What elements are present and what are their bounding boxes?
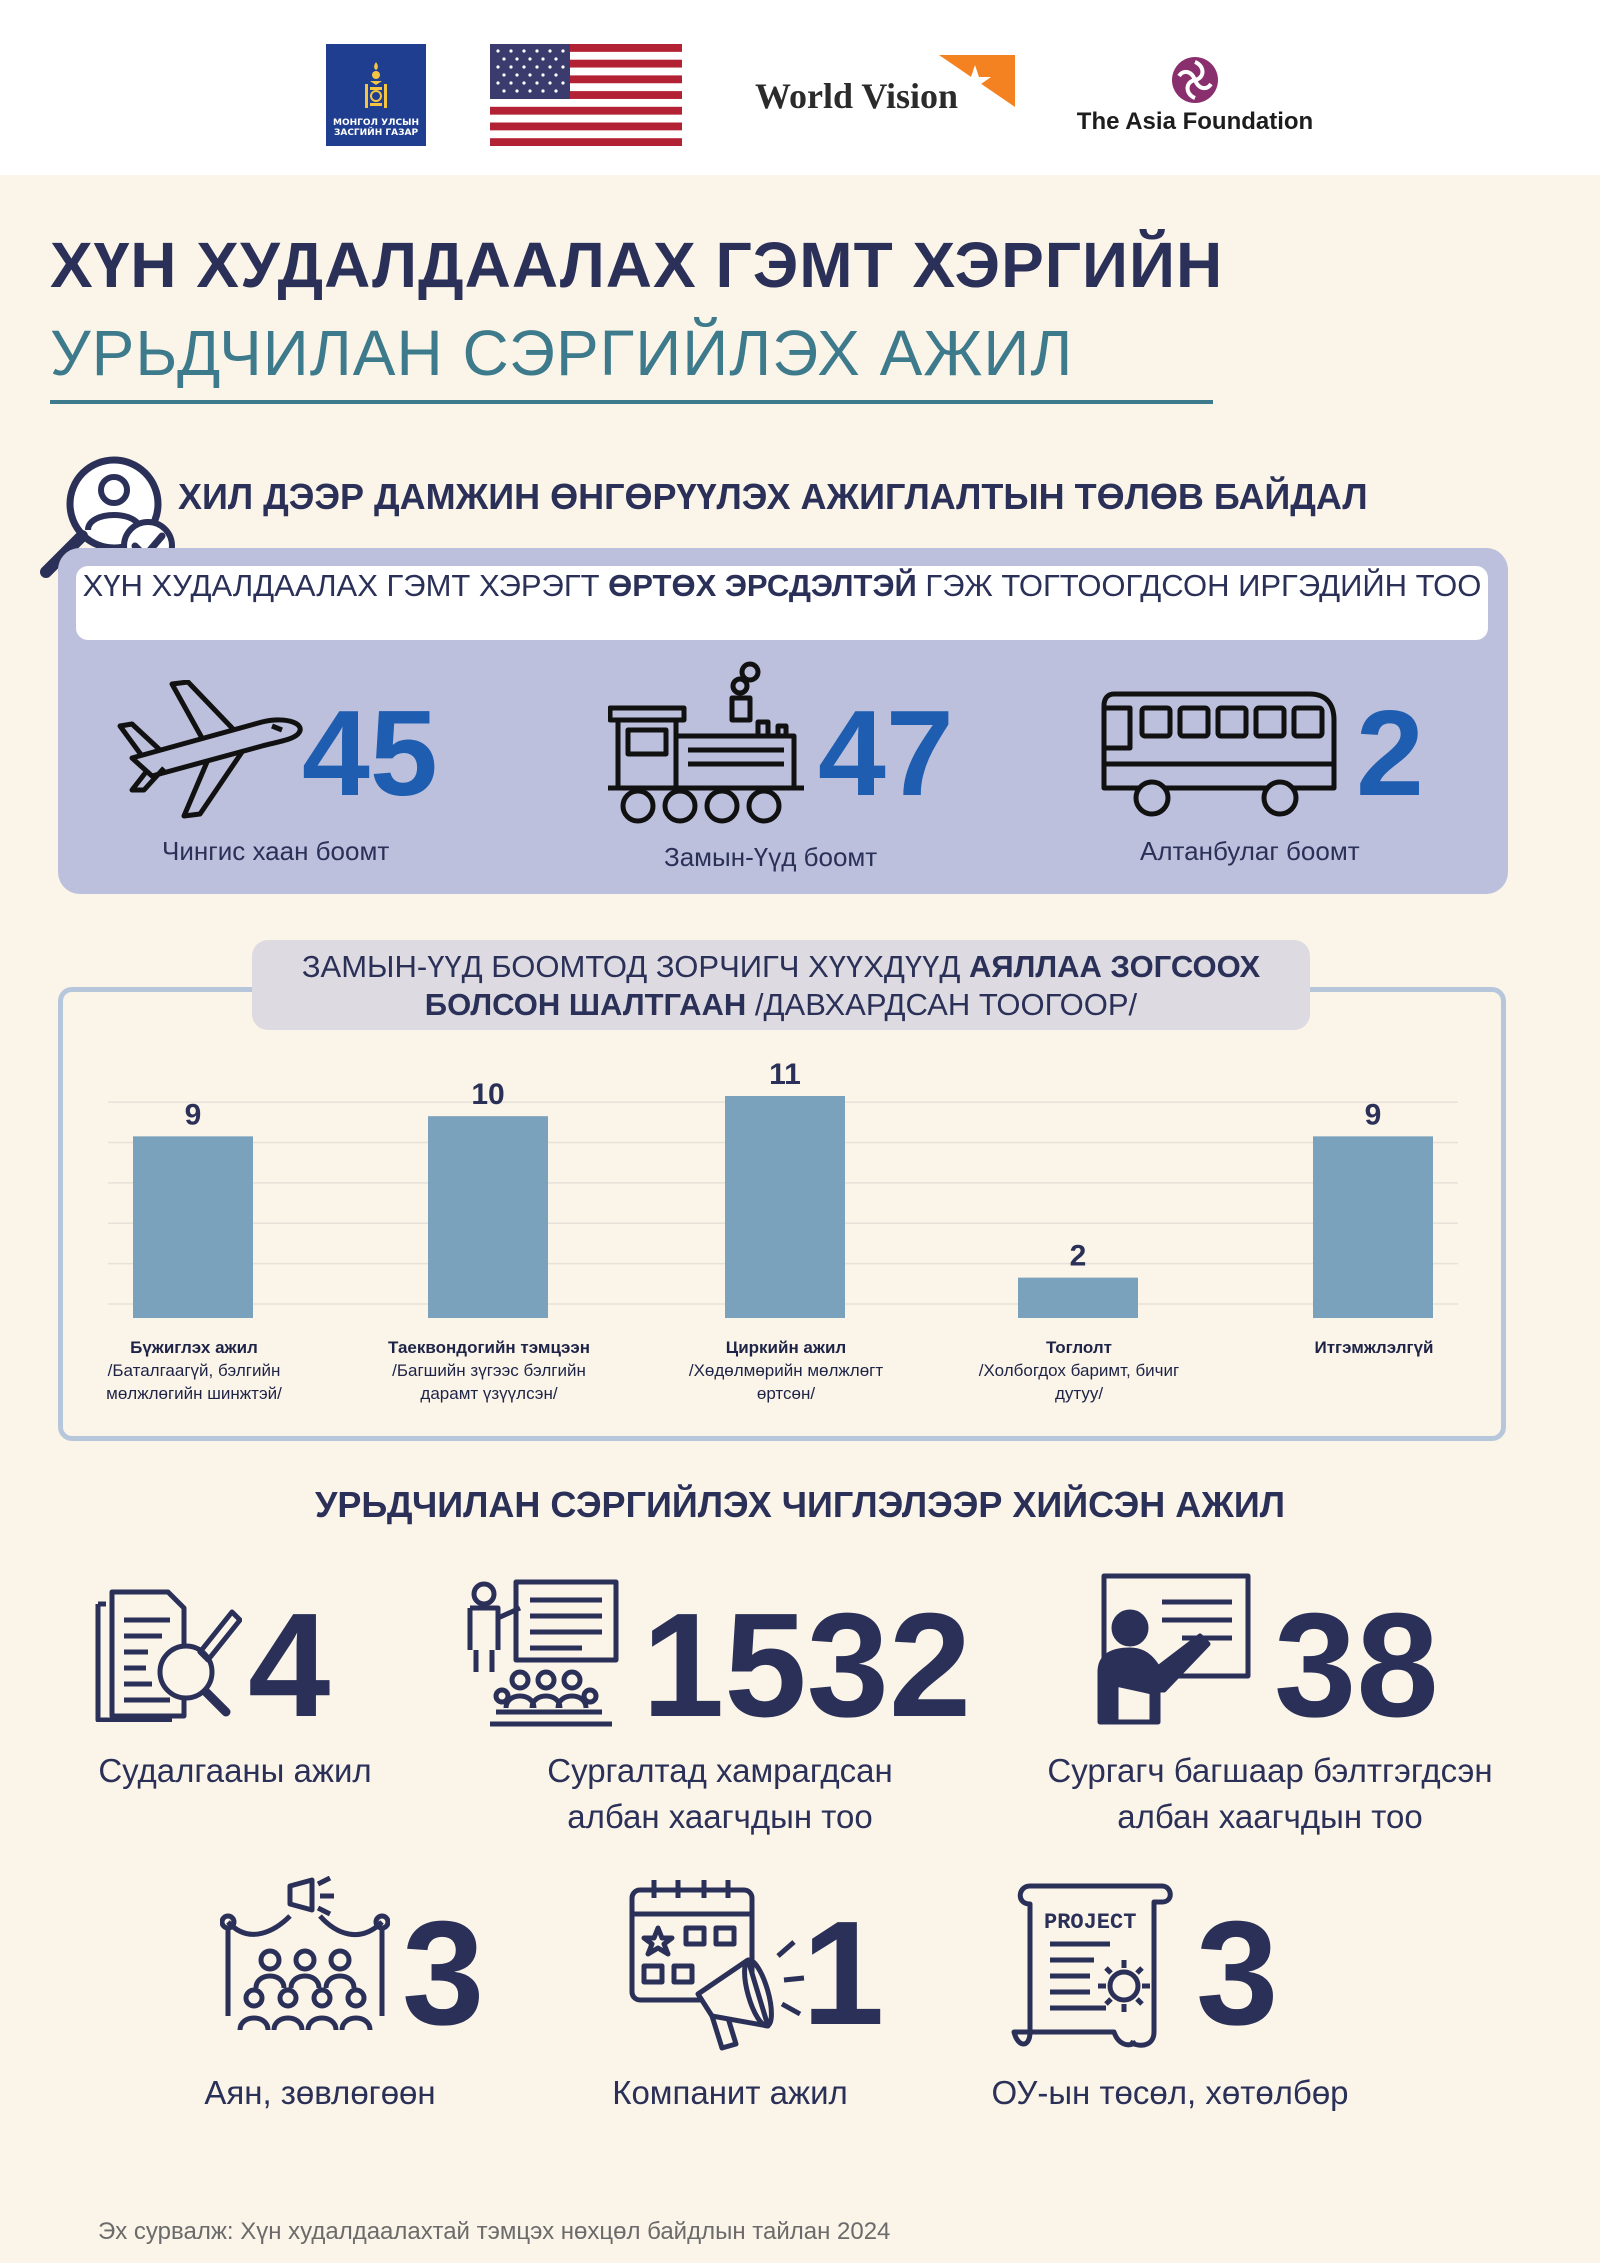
subheading-bold: ӨРТӨХ ЭРСДЭЛТЭЙ (608, 568, 917, 603)
prevention-label-trained: Сургалтад хамрагдсан албан хаагчдын тоо (480, 1748, 960, 1840)
category-detail: /Баталгаагүй, бэлгийн мөлжлөгийн шинжтэй… (106, 1361, 282, 1403)
subheading-pre: ХҮН ХУДАЛДААЛАХ ГЭМТ ХЭРЭГТ (82, 568, 609, 603)
prevention-label-projects: ОУ-ын төсөл, хөтөлбөр (960, 2070, 1380, 2116)
prevention-value-company: 1 (802, 1891, 885, 2056)
bar (1018, 1277, 1138, 1318)
project-scroll-icon: PROJECT (1011, 1883, 1173, 2048)
label-line1: Компанит ажил (612, 2074, 848, 2111)
logo-bar: МОНГОЛ УЛСЫН ЗАСГИЙН ГАЗАР World Vision (0, 0, 1600, 175)
bar-chart: 9 10 11 2 9 (108, 1058, 1458, 1318)
category-detail: /Багшийн зүгээс бэлгийн дарамт үзүүлсэн/ (392, 1361, 586, 1403)
category-label-circus: Циркийн ажил /Хөдөлмөрийн мөлжлөгт өртсө… (661, 1336, 911, 1405)
prevention-heading: УРЬДЧИЛАН СЭРГИЙЛЭХ ЧИГЛЭЛЭЭР ХИЙСЭН АЖИ… (315, 1484, 1285, 1525)
prevention-label-campaigns: Аян, зөвлөгөөн (170, 2070, 470, 2116)
category-name: Таеквондогийн тэмцээн (388, 1338, 590, 1357)
prevention-label-company: Компанит ажил (570, 2070, 890, 2116)
asia-foundation-text: The Asia Foundation (1076, 108, 1314, 135)
prevention-value-projects: 3 (1196, 1891, 1279, 2056)
category-label-taekwondo: Таеквондогийн тэмцээн /Багшийн зүгээс бэ… (364, 1336, 614, 1405)
soyombo-icon (365, 62, 387, 108)
bar-value-label: 11 (769, 1058, 801, 1091)
category-name: Тоглолт (1045, 1338, 1113, 1357)
bar-value-label: 10 (471, 1078, 504, 1111)
teacher-board-icon (1097, 1573, 1251, 1725)
prevention-label-research: Судалгааны ажил (80, 1748, 390, 1794)
label-line1: Сургагч багшаар бэлтгэгдсэн (1047, 1752, 1493, 1789)
bar (428, 1116, 548, 1318)
campaign-crowd-icon (220, 1876, 390, 2031)
world-vision-star-icon (939, 55, 1015, 107)
prevention-label-trainers: Сургагч багшаар бэлтгэгдсэн албан хаагчд… (1010, 1748, 1530, 1840)
calendar-megaphone-icon (629, 1880, 805, 2051)
chart-title-bold2: БОЛСОН ШАЛТГААН (424, 987, 747, 1022)
category-label-performance: Тоглолт /Холбогдох баримт, бичиг дутуу/ (954, 1336, 1204, 1405)
label-line1: Сургалтад хамрагдсан (547, 1752, 893, 1789)
category-name: Бүжиглэх ажил (130, 1338, 258, 1357)
stat-value-altanbulag: 2 (1356, 685, 1424, 821)
train-icon (608, 661, 804, 824)
label-line1: Судалгааны ажил (98, 1752, 372, 1789)
category-name: Итгэмжлэлгүй (1314, 1338, 1434, 1357)
border-monitoring-heading: ХИЛ ДЭЭР ДАМЖИН ӨНГӨРҮҮЛЭХ АЖИГЛАЛТЫН ТӨ… (178, 476, 1368, 517)
airplane-icon (117, 680, 303, 819)
bar (1313, 1136, 1433, 1318)
main-title-line1: ХҮН ХУДАЛДААЛАХ ГЭМТ ХЭРГИЙН (50, 229, 1224, 301)
world-vision-text: World Vision (755, 76, 959, 116)
label-line1: ОУ-ын төсөл, хөтөлбөр (991, 2074, 1349, 2111)
research-document-icon (95, 1589, 242, 1722)
chart-title-bold1: АЯЛЛАА ЗОГСООХ (969, 949, 1261, 984)
stat-label-chinggis: Чингис хаан боомт (162, 836, 390, 866)
prevention-value-campaigns: 3 (402, 1891, 485, 2056)
category-label-no-authorization: Итгэмжлэлгүй (1249, 1336, 1499, 1359)
chart-title-pre: ЗАМЫН-ҮҮД БООМТОД ЗОРЧИГЧ ХҮҮХДҮҮД (301, 949, 969, 984)
bar-value-label: 9 (185, 1098, 202, 1131)
stat-value-chinggis: 45 (302, 685, 438, 821)
category-detail: /Холбогдох баримт, бичиг дутуу/ (978, 1361, 1180, 1403)
label-line1: Аян, зөвлөгөөн (204, 2074, 436, 2111)
source-note: Эх сурвалж: Хүн худалдаалахтай тэмцэх нө… (98, 2218, 891, 2245)
asia-foundation-logo: The Asia Foundation (1070, 56, 1320, 146)
bar (725, 1096, 845, 1318)
bar-value-label: 9 (1365, 1098, 1382, 1131)
training-audience-icon (467, 1579, 619, 1727)
chart-title-post: /ДАВХАРДСАН ТООГООР/ (746, 987, 1138, 1022)
title-underline (50, 400, 1213, 404)
category-detail: /Хөдөлмөрийн мөлжлөгт өртсөн/ (688, 1361, 884, 1403)
stat-value-zamyn-uud: 47 (818, 685, 954, 821)
prevention-value-research: 4 (248, 1583, 331, 1748)
subheading-post: ГЭЖ ТОГТООГДСОН ИРГЭДИЙН ТОО (916, 568, 1482, 603)
prevention-value-trained: 1532 (642, 1583, 972, 1748)
label-line2: албан хаагчдын тоо (1117, 1798, 1423, 1835)
world-vision-logo: World Vision (755, 55, 1015, 116)
border-stats-subheading: ХҮН ХУДАЛДААЛАХ ГЭМТ ХЭРЭГТ ӨРТӨХ ЭРСДЭЛ… (76, 566, 1488, 640)
label-line2: албан хаагчдын тоо (567, 1798, 873, 1835)
us-flag-icon (490, 44, 682, 146)
project-word: PROJECT (1044, 1910, 1136, 1935)
stat-label-altanbulag: Алтанбулаг боомт (1140, 836, 1360, 866)
category-label-dance: Бүжиглэх ажил /Баталгаагүй, бэлгийн мөлж… (69, 1336, 319, 1405)
category-name: Циркийн ажил (725, 1338, 847, 1357)
gov-logo-text: МОНГОЛ УЛСЫН ЗАСГИЙН ГАЗАР (332, 118, 419, 138)
chart-title: ЗАМЫН-ҮҮД БООМТОД ЗОРЧИГЧ ХҮҮХДҮҮД АЯЛЛА… (252, 940, 1310, 1030)
main-title-line2: УРЬДЧИЛАН СЭРГИЙЛЭХ АЖИЛ (50, 317, 1074, 389)
bar (133, 1136, 253, 1318)
prevention-value-trainers: 38 (1274, 1583, 1439, 1748)
bus-icon (1101, 691, 1337, 817)
asia-foundation-mark-icon (1172, 57, 1218, 103)
stat-label-zamyn-uud: Замын-Үүд боомт (664, 842, 878, 872)
mongolia-government-logo: МОНГОЛ УЛСЫН ЗАСГИЙН ГАЗАР (326, 44, 426, 146)
bar-value-label: 2 (1070, 1240, 1087, 1273)
